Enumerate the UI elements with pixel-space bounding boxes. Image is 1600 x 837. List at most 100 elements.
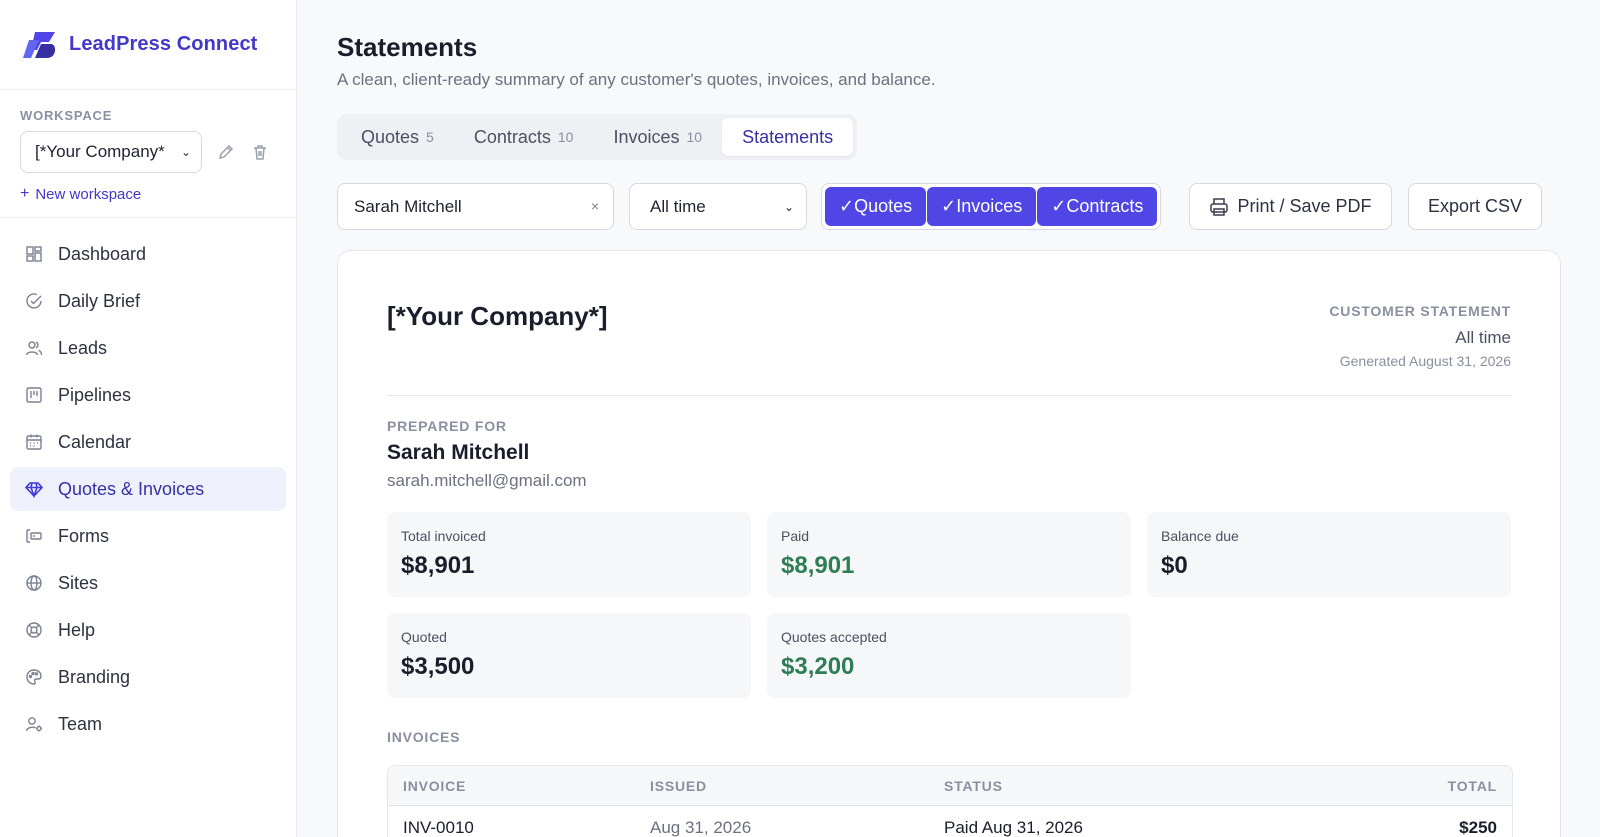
stat-label: Quotes accepted [781, 629, 887, 645]
stat-value: $3,200 [781, 653, 855, 680]
customer-name: Sarah Mitchell [387, 441, 530, 464]
page-subtitle: A clean, client-ready summary of any cus… [337, 70, 936, 89]
palette-icon [24, 667, 44, 687]
sidebar-nav: Dashboard Daily Brief Leads Pipelines Ca… [0, 218, 296, 763]
tab-bar: Quotes 5 Contracts 10 Invoices 10 Statem… [337, 114, 858, 160]
stat-label: Quoted [401, 629, 447, 645]
stat-label: Total invoiced [401, 528, 486, 544]
stat-value: $3,500 [401, 653, 475, 680]
column-header-total[interactable]: TOTAL [1447, 778, 1497, 794]
filter-invoices-toggle[interactable]: ✓Invoices [927, 187, 1037, 226]
tab-count: 5 [426, 129, 434, 145]
tab-count: 10 [686, 129, 703, 145]
filter-quotes-toggle[interactable]: ✓Quotes [825, 187, 927, 226]
globe-icon [24, 573, 44, 593]
new-workspace-label: New workspace [35, 185, 142, 203]
stat-value: $8,901 [781, 552, 855, 579]
sidebar-item-label: Quotes & Invoices [58, 478, 205, 499]
lifebuoy-icon [24, 620, 44, 640]
sidebar-item-label: Dashboard [58, 243, 147, 264]
tab-quotes[interactable]: Quotes 5 [341, 118, 454, 156]
sidebar-item-label: Team [58, 713, 103, 734]
tab-contracts[interactable]: Contracts 10 [454, 118, 594, 156]
plus-icon: + [20, 185, 30, 202]
sidebar-item-help[interactable]: Help [10, 608, 286, 652]
check-circle-icon [24, 291, 44, 311]
edit-icon[interactable] [216, 142, 236, 162]
tab-label: Invoices [613, 126, 680, 147]
chevron-down-icon: ⌄ [180, 145, 191, 159]
users-icon [24, 338, 44, 358]
sidebar-item-label: Calendar [58, 431, 132, 452]
stat-quotes-accepted: Quotes accepted $3,200 [767, 613, 1131, 698]
diamond-icon [24, 479, 44, 499]
period-select[interactable]: All time ⌄ [629, 183, 807, 230]
calendar-icon [24, 432, 44, 452]
export-csv-button[interactable]: Export CSV [1408, 183, 1542, 230]
workspace-select[interactable]: [*Your Company* ⌄ [20, 131, 202, 173]
table-header: INVOICE ISSUED STATUS TOTAL [388, 766, 1512, 806]
tab-count: 10 [557, 129, 574, 145]
stat-value: $0 [1161, 552, 1188, 579]
statement-card: [*Your Company*] CUSTOMER STATEMENT All … [337, 250, 1561, 837]
sidebar-item-branding[interactable]: Branding [10, 655, 286, 699]
sidebar: LeadPress Connect WORKSPACE [*Your Compa… [0, 0, 297, 837]
clear-icon[interactable]: × [590, 198, 599, 214]
customer-search-input[interactable]: Sarah Mitchell × [337, 183, 614, 230]
sidebar-item-quotes-invoices[interactable]: Quotes & Invoices [10, 467, 286, 511]
stat-balance-due: Balance due $0 [1147, 512, 1511, 597]
invoices-section-label: INVOICES [387, 729, 461, 745]
workspace-label: WORKSPACE [20, 108, 113, 123]
page-title: Statements [337, 32, 478, 62]
tab-invoices[interactable]: Invoices 10 [593, 118, 722, 156]
divider [387, 395, 1512, 396]
filter-contracts-toggle[interactable]: ✓Contracts [1037, 187, 1158, 226]
sidebar-item-dashboard[interactable]: Dashboard [10, 232, 286, 276]
invoice-issued: Aug 31, 2026 [650, 818, 752, 837]
sidebar-item-calendar[interactable]: Calendar [10, 420, 286, 464]
period-selected: All time [650, 196, 706, 216]
new-workspace-link[interactable]: + New workspace [20, 185, 276, 203]
sidebar-item-sites[interactable]: Sites [10, 561, 286, 605]
sidebar-item-label: Branding [58, 666, 131, 687]
stat-value: $8,901 [401, 552, 475, 579]
statement-period: All time [1455, 328, 1511, 347]
sidebar-item-leads[interactable]: Leads [10, 326, 286, 370]
statement-generated: Generated August 31, 2026 [1339, 353, 1511, 369]
column-header-issued[interactable]: ISSUED [650, 778, 707, 794]
table-row[interactable]: INV-0010 Aug 31, 2026 Paid Aug 31, 2026 … [388, 806, 1512, 837]
sidebar-item-label: Pipelines [58, 384, 132, 405]
sidebar-item-label: Forms [58, 525, 109, 546]
print-pdf-label: Print / Save PDF [1237, 196, 1372, 216]
tab-label: Quotes [361, 126, 420, 147]
stat-paid: Paid $8,901 [767, 512, 1131, 597]
column-header-status[interactable]: STATUS [944, 778, 1003, 794]
brand-name: LeadPress Connect [69, 33, 258, 55]
sidebar-item-forms[interactable]: Forms [10, 514, 286, 558]
toolbar: Sarah Mitchell × All time ⌄ ✓Quotes ✓Inv… [337, 183, 1560, 231]
sidebar-item-team[interactable]: Team [10, 702, 286, 746]
sidebar-item-daily-brief[interactable]: Daily Brief [10, 279, 286, 323]
dashboard-icon [24, 244, 44, 264]
customer-email: sarah.mitchell@gmail.com [387, 471, 587, 490]
invoices-table: INVOICE ISSUED STATUS TOTAL INV-0010 Aug… [387, 765, 1513, 837]
printer-icon [1209, 196, 1231, 218]
customer-search-value: Sarah Mitchell [354, 196, 462, 216]
trash-icon[interactable] [250, 142, 270, 162]
sidebar-item-label: Leads [58, 337, 108, 358]
invoice-id[interactable]: INV-0010 [403, 818, 474, 837]
invoice-total: $250 [1459, 818, 1497, 837]
stat-quoted: Quoted $3,500 [387, 613, 751, 698]
tab-statements[interactable]: Statements [722, 118, 854, 156]
stat-label: Paid [781, 528, 810, 544]
brand[interactable]: LeadPress Connect [0, 0, 296, 90]
column-header-invoice[interactable]: INVOICE [403, 778, 467, 794]
sidebar-item-label: Daily Brief [58, 290, 141, 311]
print-pdf-button[interactable]: Print / Save PDF [1189, 183, 1392, 230]
sidebar-item-label: Sites [58, 572, 99, 593]
chevron-down-icon: ⌄ [783, 199, 794, 214]
stat-total-invoiced: Total invoiced $8,901 [387, 512, 751, 597]
sidebar-item-pipelines[interactable]: Pipelines [10, 373, 286, 417]
document-type-filters: ✓Quotes ✓Invoices ✓Contracts [821, 183, 1162, 230]
statement-label: CUSTOMER STATEMENT [1329, 303, 1511, 319]
